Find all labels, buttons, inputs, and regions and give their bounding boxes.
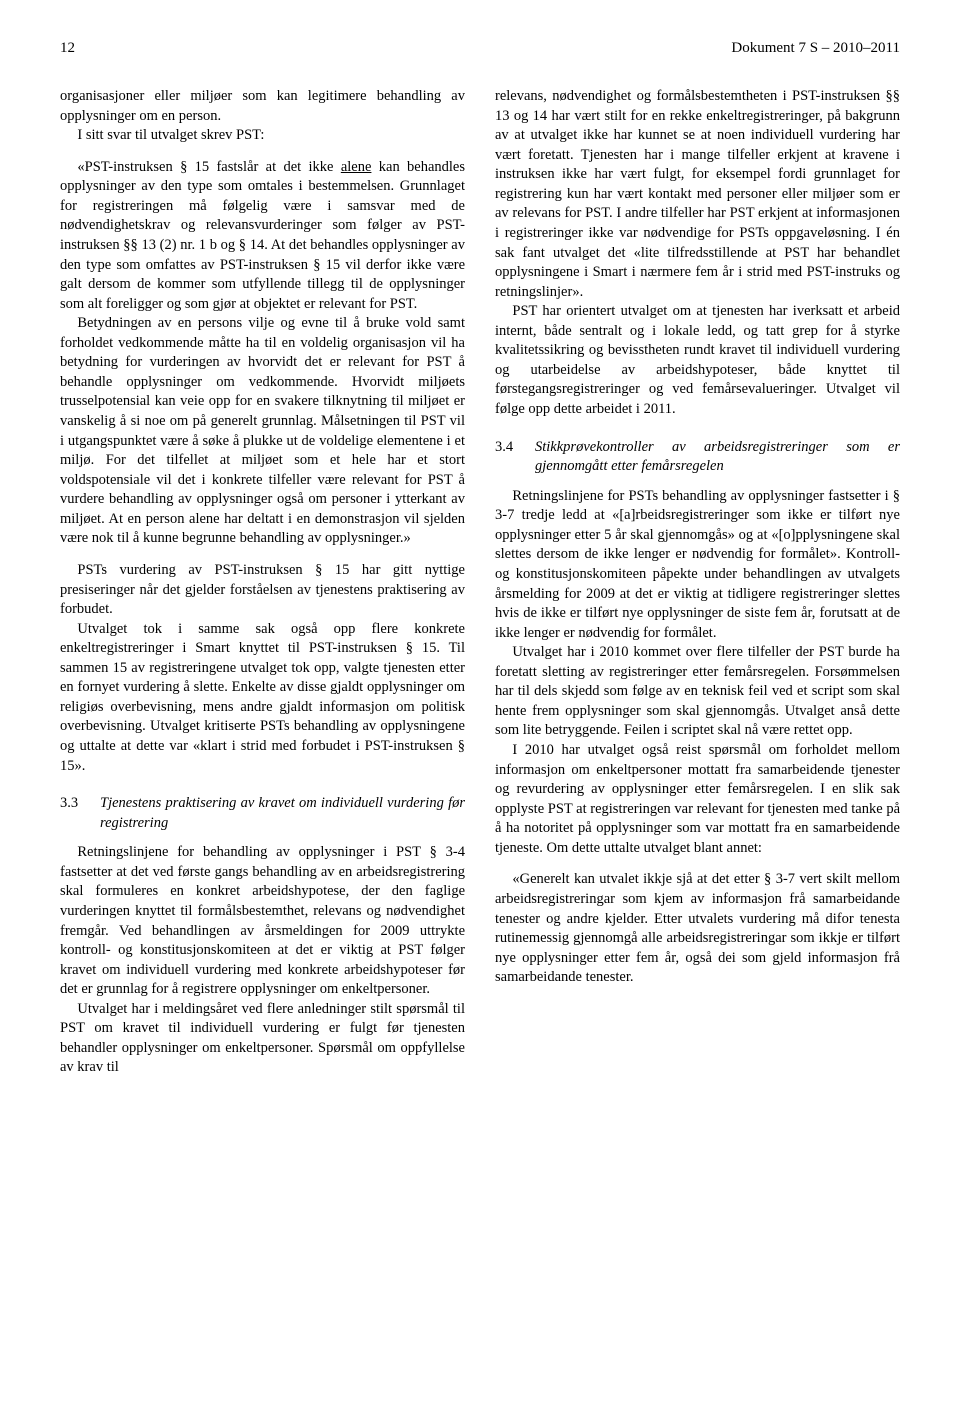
section-number: 3.4 <box>495 438 535 477</box>
doc-title: Dokument 7 S – 2010–2011 <box>731 40 900 57</box>
quote-text: Betydningen av en persons vilje og evne … <box>60 314 465 549</box>
body-text: Utvalget har i 2010 kommet over flere ti… <box>495 643 900 741</box>
body-text: Retningslinjene for behandling av opplys… <box>60 843 465 1000</box>
section-heading-3-3: 3.3 Tjenestens praktisering av kravet om… <box>60 794 465 833</box>
body-text: I 2010 har utvalget også reist spørsmål … <box>495 741 900 858</box>
left-column: organisasjoner eller miljøer som kan leg… <box>60 87 465 1078</box>
section-title: Tjenestens praktisering av kravet om ind… <box>100 794 465 833</box>
section-title: Stikkprøvekontroller av arbeidsregistrer… <box>535 438 900 477</box>
body-text: organisasjoner eller miljøer som kan leg… <box>60 87 465 126</box>
body-text: Utvalget tok i samme sak også opp flere … <box>60 620 465 777</box>
quote-text: «PST-instruksen § 15 fastslår at det ikk… <box>60 158 465 315</box>
body-text: I sitt svar til utvalget skrev PST: <box>60 126 465 146</box>
right-column: relevans, nødvendighet og formålsbestemt… <box>495 87 900 1078</box>
page-number: 12 <box>60 40 75 57</box>
underlined-word: alene <box>341 159 372 175</box>
page-header: 12 Dokument 7 S – 2010–2011 <box>60 40 900 57</box>
body-text: PST har orientert utvalget om at tjenest… <box>495 302 900 419</box>
section-number: 3.3 <box>60 794 100 833</box>
body-text: PSTs vurdering av PST-instruksen § 15 ha… <box>60 561 465 620</box>
quote-block: «Generelt kan utvalet ikkje sjå at det e… <box>495 870 900 987</box>
quote-block: «PST-instruksen § 15 fastslår at det ikk… <box>60 158 465 549</box>
section-heading-3-4: 3.4 Stikkprøvekontroller av arbeidsregis… <box>495 438 900 477</box>
body-text: Utvalget har i meldingsåret ved flere an… <box>60 1000 465 1078</box>
quote-text: «Generelt kan utvalet ikkje sjå at det e… <box>495 870 900 987</box>
text-columns: organisasjoner eller miljøer som kan leg… <box>60 87 900 1078</box>
body-text: Retningslinjene for PSTs behandling av o… <box>495 487 900 644</box>
body-text: relevans, nødvendighet og formålsbestemt… <box>495 87 900 302</box>
